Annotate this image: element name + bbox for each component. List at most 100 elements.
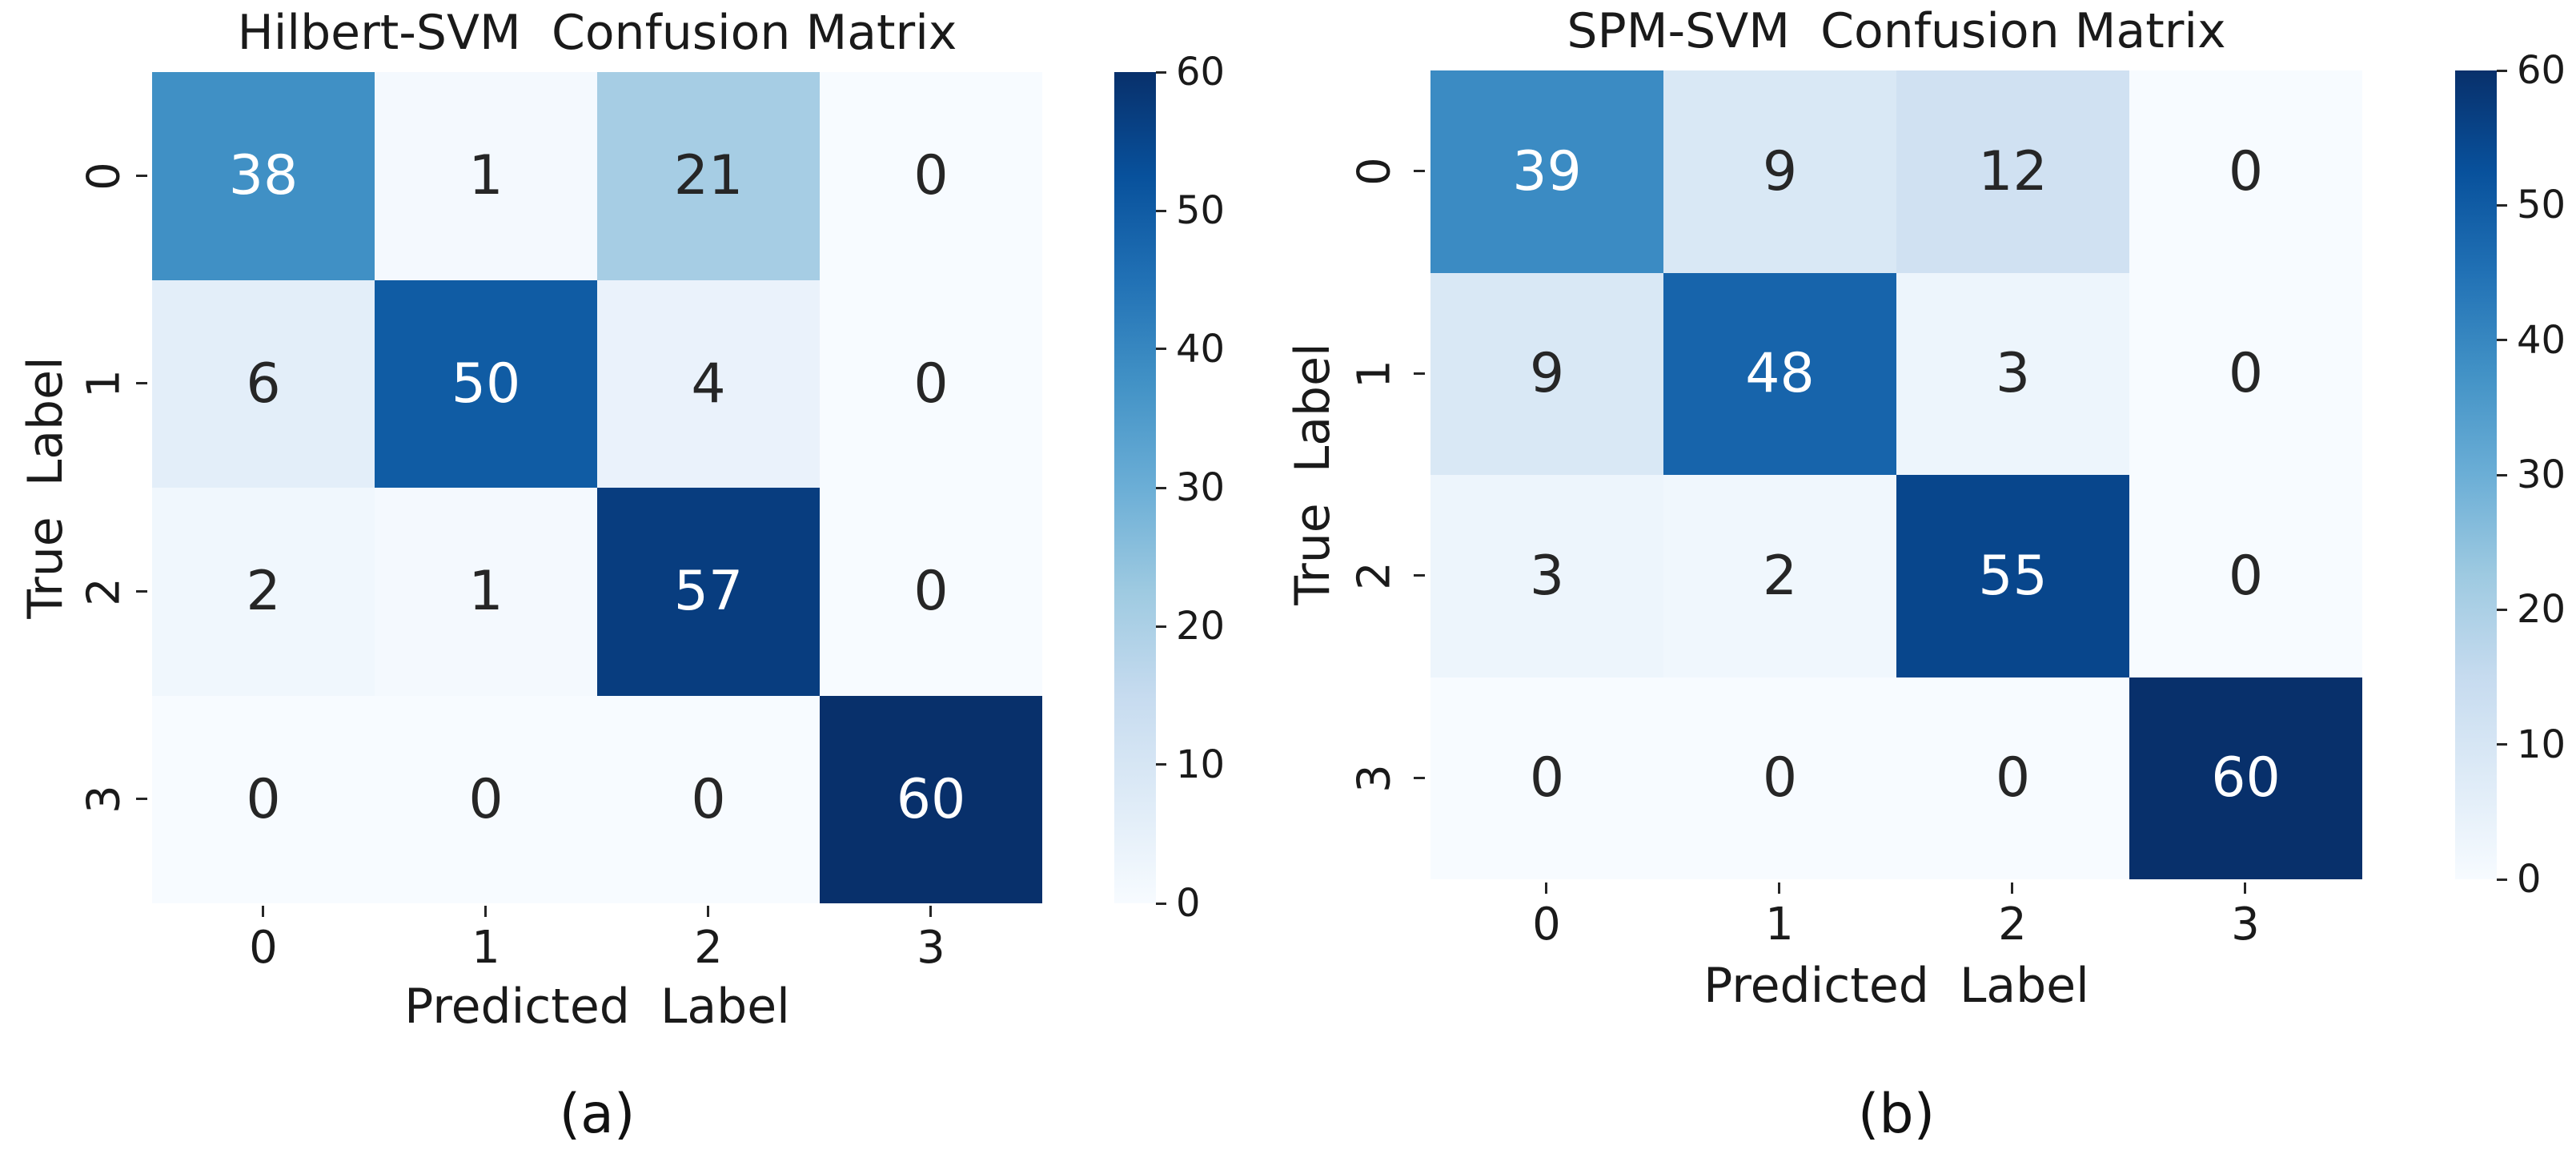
y-tick-mark — [136, 590, 147, 593]
colorbar-tick-mark — [2497, 339, 2507, 342]
colorbar-tick: 60 — [1156, 50, 1225, 94]
colorbar-tick-mark — [2497, 203, 2507, 207]
y-tick-mark — [136, 382, 147, 384]
cell-value: 0 — [2228, 544, 2264, 608]
cell-value: 9 — [1529, 342, 1565, 406]
heatmap-cell: 3 — [1430, 475, 1663, 677]
colorbar-tick-mark — [1156, 486, 1166, 489]
heatmap-cell: 1 — [375, 72, 597, 280]
colorbar-tick-mark — [2497, 69, 2507, 72]
heatmap-cell: 2 — [152, 488, 375, 696]
colorbar-tick-label: 50 — [2517, 183, 2566, 228]
y-tick-mark — [1414, 170, 1425, 172]
heatmap-cell: 0 — [2129, 70, 2362, 273]
colorbar-tick-label: 0 — [1176, 881, 1201, 926]
colorbar-tick-label: 10 — [1176, 742, 1226, 787]
colorbar-tick-label: 10 — [2517, 722, 2566, 767]
heatmap-cell: 1 — [375, 488, 597, 696]
y-tick-mark — [1414, 372, 1425, 375]
cell-value: 0 — [2228, 342, 2264, 406]
cell-value: 0 — [1762, 746, 1798, 810]
x-tick-mark — [1778, 883, 1780, 894]
colorbar-tick-label: 60 — [1176, 50, 1226, 94]
heatmap-cell: 0 — [1896, 677, 2129, 879]
x-tick-label: 2 — [694, 922, 723, 974]
colorbar-tick-mark — [1156, 70, 1166, 74]
heatmap-cell: 39 — [1430, 70, 1663, 273]
heatmap-cell: 3 — [1896, 272, 2129, 475]
heatmap-cell: 4 — [597, 279, 820, 488]
y-axis-label: True Label — [1285, 343, 1341, 605]
y-tick-label: 1 — [1348, 360, 1401, 388]
x-tick-label: 1 — [471, 922, 500, 974]
cell-value: 0 — [913, 144, 949, 208]
cell-value: 21 — [673, 144, 744, 208]
colorbar-tick-label: 50 — [1176, 188, 1226, 233]
heatmap-cell: 9 — [1430, 272, 1663, 475]
cell-value: 4 — [691, 352, 726, 416]
heatmap-cell: 0 — [820, 279, 1042, 488]
y-tick-label: 1 — [78, 369, 130, 398]
cell-value: 1 — [468, 144, 504, 208]
cell-value: 0 — [246, 767, 281, 831]
cell-value: 50 — [451, 352, 521, 416]
x-tick-mark — [929, 906, 932, 917]
heatmap-cell: 38 — [152, 72, 375, 280]
panel-caption: (a) — [559, 1083, 636, 1146]
colorbar-tick-mark — [1156, 763, 1166, 766]
heatmap-cell: 48 — [1663, 272, 1896, 475]
heatmap-cell: 0 — [820, 488, 1042, 696]
heatmap-cell: 0 — [375, 695, 597, 903]
colorbar-tick: 60 — [2497, 48, 2566, 93]
cell-value: 39 — [1512, 139, 1582, 203]
heatmap-cell: 60 — [2129, 677, 2362, 879]
colorbar-tick-label: 40 — [1176, 326, 1226, 372]
cell-value: 0 — [691, 767, 726, 831]
cell-value: 2 — [1762, 544, 1798, 608]
heatmap-cell: 0 — [152, 695, 375, 903]
x-tick-label: 2 — [1998, 899, 2027, 951]
x-tick-mark — [484, 906, 487, 917]
colorbar-tick: 50 — [1156, 188, 1225, 233]
colorbar-tick-label: 60 — [2517, 48, 2566, 93]
x-axis-label: Predicted Label — [404, 979, 790, 1035]
x-tick-mark — [2011, 883, 2013, 894]
panel-caption: (b) — [1857, 1083, 1936, 1146]
y-tick-mark — [136, 175, 147, 177]
y-tick-mark — [1414, 777, 1425, 779]
colorbar-tick-mark — [1156, 625, 1166, 628]
y-tick-mark — [136, 798, 147, 800]
colorbar-tick-label: 30 — [1176, 465, 1226, 510]
heatmap-cell: 0 — [820, 72, 1042, 280]
colorbar-tick-mark — [2497, 878, 2507, 881]
heatmap-cell: 21 — [597, 72, 820, 280]
colorbar-tick: 30 — [2497, 452, 2566, 497]
heatmap-cell: 0 — [597, 695, 820, 903]
heatmap-cell: 0 — [1663, 677, 1896, 879]
cell-value: 0 — [468, 767, 504, 831]
cell-value: 0 — [913, 352, 949, 416]
colorbar-tick: 50 — [2497, 183, 2566, 227]
cell-value: 55 — [1978, 544, 2048, 608]
cell-value: 0 — [2228, 139, 2264, 203]
cell-value: 48 — [1745, 342, 1815, 406]
colorbar-gradient — [2455, 70, 2497, 879]
cell-value: 60 — [2211, 746, 2281, 810]
colorbar-tick-label: 20 — [1176, 604, 1226, 649]
x-tick-label: 0 — [249, 922, 278, 974]
colorbar-tick-label: 20 — [2517, 587, 2566, 633]
colorbar-tick: 20 — [1156, 604, 1225, 649]
cell-value: 3 — [1995, 342, 2031, 406]
heatmap-cell: 0 — [1430, 677, 1663, 879]
colorbar-tick: 0 — [1156, 881, 1201, 926]
y-tick-mark — [1414, 574, 1425, 577]
colorbar-tick-mark — [2497, 608, 2507, 611]
y-tick-label: 0 — [78, 162, 130, 191]
cell-value: 0 — [913, 560, 949, 624]
cell-value: 1 — [468, 560, 504, 624]
y-tick-label: 2 — [78, 577, 130, 606]
cell-value: 12 — [1978, 139, 2048, 203]
y-tick-label: 0 — [1348, 157, 1401, 186]
x-tick-label: 3 — [2231, 899, 2260, 951]
